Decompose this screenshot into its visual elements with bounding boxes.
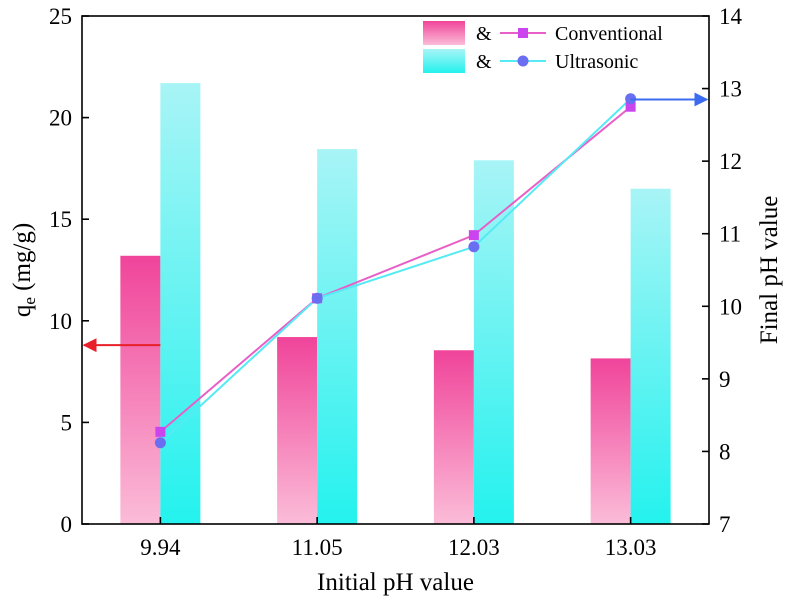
right-axis-ticks: 7 8 9 10 11 12 13 14 bbox=[702, 4, 743, 537]
bar-conventional-0 bbox=[120, 255, 161, 524]
legend-bar-swatch-ultrasonic bbox=[423, 49, 465, 73]
bar-conventional-3 bbox=[590, 358, 631, 524]
y-tick-label: 0 bbox=[61, 512, 73, 537]
y2-tick-label: 13 bbox=[719, 77, 742, 102]
y-tick-label: 15 bbox=[49, 207, 72, 232]
marker-conventional-0 bbox=[155, 426, 166, 437]
x-tick-label: 12.03 bbox=[448, 535, 500, 560]
right-axis-label: Final pH value bbox=[756, 196, 783, 345]
y-axis-label-subscript: e bbox=[20, 297, 39, 305]
legend: & Conventional & Ultrasonic bbox=[423, 21, 663, 73]
y-axis-label-main: q bbox=[9, 304, 36, 317]
y2-tick-label: 7 bbox=[719, 512, 731, 537]
y2-tick-label: 8 bbox=[719, 439, 731, 464]
y2-tick-label: 14 bbox=[719, 4, 743, 29]
marker-ultrasonic-1 bbox=[311, 292, 323, 304]
bar-ultrasonic-0 bbox=[160, 83, 201, 524]
legend-separator: & bbox=[476, 51, 492, 73]
line-conventional bbox=[159, 105, 632, 433]
x-tick-label: 13.03 bbox=[605, 535, 657, 560]
legend-marker-conventional bbox=[518, 28, 528, 38]
x-axis-label: Initial pH value bbox=[317, 569, 474, 596]
y2-tick-label: 12 bbox=[719, 149, 742, 174]
marker-conventional-2 bbox=[468, 230, 479, 241]
bar-ultrasonic-2 bbox=[473, 160, 514, 524]
line-ultrasonic bbox=[159, 98, 632, 444]
legend-marker-ultrasonic bbox=[517, 55, 529, 67]
y2-tick-label: 9 bbox=[719, 367, 731, 392]
legend-label-conventional: Conventional bbox=[555, 23, 663, 45]
y2-tick-label: 10 bbox=[719, 294, 742, 319]
marker-ultrasonic-0 bbox=[154, 437, 166, 449]
lines-layer bbox=[154, 93, 637, 449]
legend-separator: & bbox=[476, 23, 492, 45]
y-tick-label: 25 bbox=[49, 4, 72, 29]
x-tick-label: 9.94 bbox=[140, 535, 181, 560]
y-tick-label: 10 bbox=[49, 309, 72, 334]
y2-tick-label: 11 bbox=[719, 222, 741, 247]
plot-frame bbox=[81, 15, 710, 525]
y-axis-label: qe (mg/g) bbox=[9, 223, 39, 317]
bar-conventional-1 bbox=[277, 337, 318, 524]
marker-conventional-3 bbox=[625, 101, 636, 112]
x-tick-label: 11.05 bbox=[292, 535, 343, 560]
bar-conventional-2 bbox=[433, 350, 474, 524]
x-axis-ticks: 9.94 11.05 12.03 13.03 bbox=[140, 517, 657, 560]
y-tick-label: 20 bbox=[49, 106, 72, 131]
y-axis-label-unit: (mg/g) bbox=[9, 223, 36, 297]
bars-layer bbox=[120, 83, 671, 524]
bar-ultrasonic-3 bbox=[630, 188, 671, 524]
y-tick-label: 5 bbox=[61, 410, 73, 435]
annotations-layer bbox=[82, 92, 709, 353]
legend-bar-swatch-conventional bbox=[423, 21, 465, 45]
legend-label-ultrasonic: Ultrasonic bbox=[555, 51, 638, 73]
left-axis-ticks: 0 5 10 15 20 25 bbox=[49, 4, 89, 537]
marker-ultrasonic-2 bbox=[468, 241, 480, 253]
bar-ultrasonic-1 bbox=[317, 149, 358, 524]
